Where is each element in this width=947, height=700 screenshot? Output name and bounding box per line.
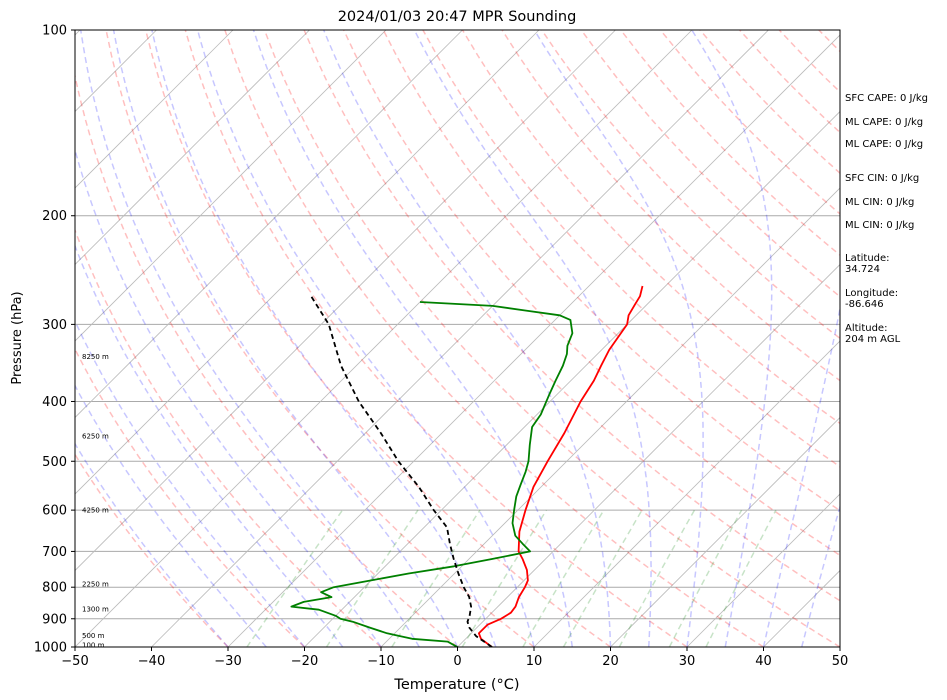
y-axis-label: Pressure (hPa) xyxy=(10,291,25,384)
mixing-ratio-line xyxy=(461,509,548,647)
ml-cape-text-2: ML CAPE: 0 J/kg xyxy=(845,139,924,150)
height-label: 8250 m xyxy=(82,353,109,361)
moist-adiabat-line xyxy=(79,30,420,647)
isotherm-line xyxy=(75,30,616,572)
parcel-profile xyxy=(310,295,493,647)
latitude-value: 34.724 xyxy=(845,264,880,275)
isotherm-line xyxy=(457,263,840,647)
x-tick-label: −30 xyxy=(214,654,241,669)
height-label: 2250 m xyxy=(82,580,109,588)
y-tick-label: 300 xyxy=(42,318,67,333)
mixing-ratio-line xyxy=(705,509,777,647)
isotherm-line xyxy=(75,30,463,419)
x-tick-label: 30 xyxy=(679,654,696,669)
height-label: 6250 m xyxy=(82,432,109,440)
y-tick-label: 600 xyxy=(42,504,67,519)
sfc-cape-text: SFC CAPE: 0 J/kg xyxy=(845,93,928,104)
isotherm-line xyxy=(533,340,840,647)
isotherm-line xyxy=(686,493,840,647)
moist-adiabat-line xyxy=(533,30,704,647)
x-tick-label: 40 xyxy=(755,654,772,669)
x-tick-label: 20 xyxy=(602,654,619,669)
ml-cin-text-2: ML CIN: 0 J/kg xyxy=(845,220,915,231)
moist-adiabat-line xyxy=(323,30,612,647)
mixing-ratio-line xyxy=(668,509,743,647)
altitude-label: Altitude: xyxy=(845,323,888,334)
y-tick-label: 500 xyxy=(42,455,67,470)
moist-adiabat-line xyxy=(75,384,267,647)
dry-adiabat-line xyxy=(75,72,458,647)
isotherm-line xyxy=(75,30,310,266)
longitude-label: Longitude: xyxy=(845,288,899,299)
altitude-value: 204 m AGL xyxy=(845,334,901,345)
y-tick-label: 100 xyxy=(42,24,67,39)
data-layer xyxy=(290,285,644,647)
chart-title: 2024/01/03 20:47 MPR Sounding xyxy=(338,9,577,25)
x-tick-label: −20 xyxy=(291,654,318,669)
y-tick-label: 800 xyxy=(42,581,67,596)
dry-adiabat-line xyxy=(184,30,688,647)
moist-adiabat-line xyxy=(691,30,773,647)
x-tick-label: 10 xyxy=(526,654,543,669)
x-tick-label: 50 xyxy=(832,654,849,669)
dry-adiabat-line xyxy=(75,347,306,647)
sfc-cin-text: SFC CIN: 0 J/kg xyxy=(845,173,920,184)
x-tick-label: −10 xyxy=(367,654,394,669)
ml-cin-text: ML CIN: 0 J/kg xyxy=(845,197,915,208)
y-tick-label: 1000 xyxy=(34,641,67,656)
moist-adiabat-line xyxy=(762,304,840,647)
mixing-ratio-line xyxy=(246,509,344,647)
moist-adiabat-line xyxy=(75,442,229,647)
moist-adiabat-line xyxy=(75,147,382,647)
mixing-ratio-line xyxy=(522,509,605,647)
latitude-label: Latitude: xyxy=(845,253,890,264)
x-axis-label: Temperature (°C) xyxy=(393,677,519,693)
mixing-ratio-line xyxy=(562,509,643,647)
y-tick-label: 400 xyxy=(42,395,67,410)
mixing-ratio-line xyxy=(325,509,419,647)
dry-adiabat-line xyxy=(75,228,382,647)
dry-adiabat-line xyxy=(580,30,840,298)
x-tick-label: 0 xyxy=(453,654,461,669)
isotherm-line xyxy=(380,187,840,647)
y-tick-label: 200 xyxy=(42,209,67,224)
longitude-value: -86.646 xyxy=(845,299,884,310)
height-label: 100 m xyxy=(82,642,105,650)
height-labels: 100 m 500 m 1300 m 2250 m 4250 m 6250 m 8250 m xyxy=(82,353,109,650)
isotherm-line xyxy=(304,110,840,647)
x-tick-label: −40 xyxy=(138,654,165,669)
moist-adiabat-line xyxy=(75,243,344,647)
moist-adiabat-line xyxy=(196,30,535,647)
isotherm-line xyxy=(151,30,769,647)
moist-adiabat-line xyxy=(801,504,840,647)
isotherm-line xyxy=(227,34,840,647)
isotherm-line xyxy=(75,30,693,647)
isotherm-line xyxy=(610,416,840,647)
dry-adiabat-line xyxy=(105,30,535,647)
isotherm-line xyxy=(75,30,234,189)
y-tick-label: 700 xyxy=(42,545,67,560)
background-lines xyxy=(75,30,840,647)
moist-adiabat-line xyxy=(413,30,652,647)
ml-cape-text: ML CAPE: 0 J/kg xyxy=(845,117,924,128)
moist-adiabat-line xyxy=(112,30,459,647)
height-label: 500 m xyxy=(82,632,105,640)
isotherm-line xyxy=(75,30,540,495)
dewpoint-profile xyxy=(290,301,574,647)
moist-adiabat-line xyxy=(151,30,497,647)
temperature-profile xyxy=(478,285,644,647)
dry-adiabat-line xyxy=(263,30,840,647)
y-tick-label: 900 xyxy=(42,612,67,627)
height-label: 4250 m xyxy=(82,507,109,515)
mixing-ratio-line xyxy=(391,509,481,647)
moist-adiabat-line xyxy=(252,30,574,647)
x-tick-label: −50 xyxy=(61,654,88,669)
dry-adiabat-line xyxy=(144,30,611,647)
mixing-ratio-line xyxy=(618,509,696,647)
height-label: 1300 m xyxy=(82,606,109,614)
isotherm-line xyxy=(75,30,387,342)
